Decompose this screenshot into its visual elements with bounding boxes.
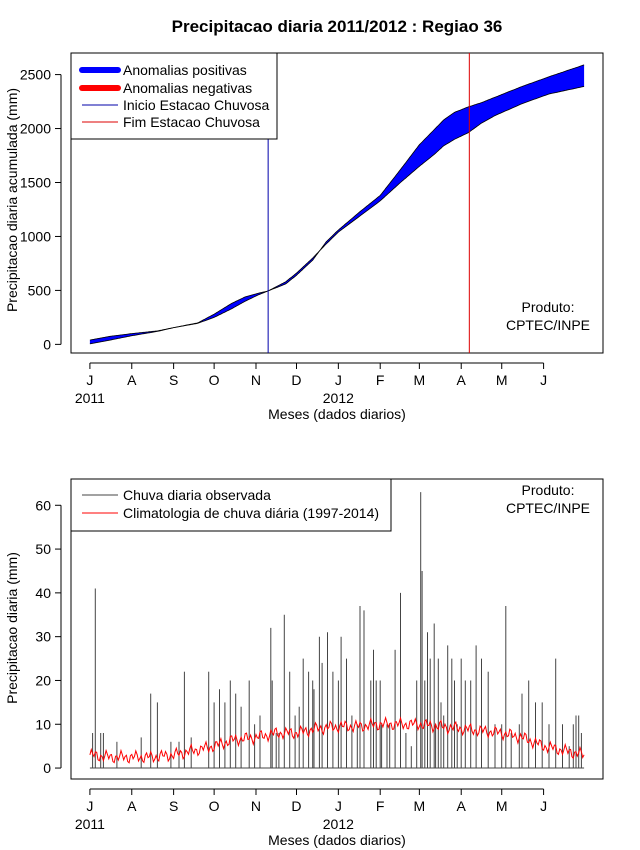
- top-x-tick-label: M: [496, 372, 508, 388]
- top-x-tick-label: J: [335, 372, 342, 388]
- bottom-x-tick-label: A: [457, 798, 467, 814]
- top-x-axis: J A S O N D J F M A M J 2011 2012: [75, 363, 547, 406]
- positive-anomaly-band: [174, 291, 269, 328]
- top-x-tick-label: F: [376, 372, 385, 388]
- bottom-annotation-line-2: CPTEC/INPE: [506, 500, 590, 516]
- bottom-y-tick-label: 50: [35, 541, 51, 557]
- top-x-tick-label: J: [86, 372, 93, 388]
- legend-label-anomalias-negativas: Anomalias negativas: [123, 80, 252, 96]
- top-x-tick-label: N: [251, 372, 261, 388]
- top-y-axis: 0 500 1000 1500 2000 2500: [20, 67, 61, 353]
- bottom-y-axis-label: Precipitacao diaria (mm): [4, 552, 20, 704]
- legend-label-chuva-observada: Chuva diaria observada: [123, 487, 271, 503]
- bottom-x-tick-label: J: [86, 798, 93, 814]
- bottom-annotation-line-1: Produto:: [522, 482, 575, 498]
- top-chart-title: Precipitacao diaria 2011/2012 : Regiao 3…: [172, 17, 503, 36]
- figure: Precipitacao diaria 2011/2012 : Regiao 3…: [0, 0, 640, 850]
- positive-anomaly-band: [268, 251, 319, 291]
- top-y-tick-label: 500: [28, 282, 52, 298]
- bottom-x-tick-label: O: [209, 798, 220, 814]
- bottom-y-tick-label: 20: [35, 672, 51, 688]
- bottom-y-tick-label: 0: [43, 760, 51, 776]
- bottom-data-layer: [90, 492, 584, 768]
- legend-label-inicio-estacao: Inicio Estacao Chuvosa: [123, 97, 270, 113]
- top-x-tick-label: D: [291, 372, 301, 388]
- bottom-chart: 0 10 20 30 40 50 60 J A S O N D J F M A M J 2011 2012 Chuva…: [4, 479, 603, 848]
- top-legend: Anomalias positivas Anomalias negativas …: [71, 53, 277, 139]
- top-x-tick-label: A: [457, 372, 467, 388]
- bottom-x-tick-label: D: [291, 798, 301, 814]
- top-x-tick-label: S: [169, 372, 178, 388]
- bottom-y-tick-label: 30: [35, 629, 51, 645]
- climatology-daily-line: [90, 718, 584, 763]
- top-x-tick-label: M: [414, 372, 426, 388]
- legend-label-climatologia: Climatologia de chuva diária (1997-2014): [123, 505, 379, 521]
- top-x-tick-label: O: [209, 372, 220, 388]
- positive-anomaly-band: [319, 65, 584, 251]
- bottom-x-axis: J A S O N D J F M A M J 2011 2012: [75, 789, 547, 832]
- top-y-axis-label: Precipitacao diaria acumulada (mm): [4, 88, 20, 312]
- top-annotation-line-1: Produto:: [522, 299, 575, 315]
- bottom-x-tick-label: J: [335, 798, 342, 814]
- bottom-y-tick-label: 10: [35, 716, 51, 732]
- bottom-x-axis-label: Meses (dados diarios): [268, 832, 406, 848]
- top-y-tick-label: 2500: [20, 67, 51, 83]
- top-x-tick-label: A: [127, 372, 137, 388]
- bottom-year-label: 2011: [75, 816, 105, 832]
- bottom-y-tick-label: 60: [35, 497, 51, 513]
- bottom-x-tick-label: M: [414, 798, 426, 814]
- top-chart: 0 500 1000 1500 2000 2500 J A S O N D J F M A M J 2011 201…: [4, 53, 603, 422]
- bottom-x-tick-label: F: [376, 798, 385, 814]
- bottom-x-tick-label: M: [496, 798, 508, 814]
- bottom-legend: Chuva diaria observada Climatologia de c…: [71, 479, 391, 531]
- top-y-tick-label: 1500: [20, 174, 51, 190]
- top-y-tick-label: 1000: [20, 228, 51, 244]
- bottom-year-label: 2012: [323, 816, 354, 832]
- top-x-axis-label: Meses (dados diarios): [268, 406, 406, 422]
- top-year-label: 2011: [75, 390, 105, 406]
- bottom-x-tick-label: S: [169, 798, 178, 814]
- top-annotation-line-2: CPTEC/INPE: [506, 317, 590, 333]
- bottom-y-tick-label: 40: [35, 585, 51, 601]
- bottom-x-tick-label: J: [540, 798, 547, 814]
- top-x-tick-label: J: [540, 372, 547, 388]
- top-y-tick-label: 0: [43, 336, 51, 352]
- top-year-label: 2012: [323, 390, 354, 406]
- top-y-tick-label: 2000: [20, 121, 51, 137]
- bottom-x-tick-label: N: [251, 798, 261, 814]
- bottom-x-tick-label: A: [127, 798, 137, 814]
- bottom-y-axis: 0 10 20 30 40 50 60: [35, 497, 61, 776]
- legend-label-anomalias-positivas: Anomalias positivas: [123, 62, 247, 78]
- legend-label-fim-estacao: Fim Estacao Chuvosa: [123, 114, 260, 130]
